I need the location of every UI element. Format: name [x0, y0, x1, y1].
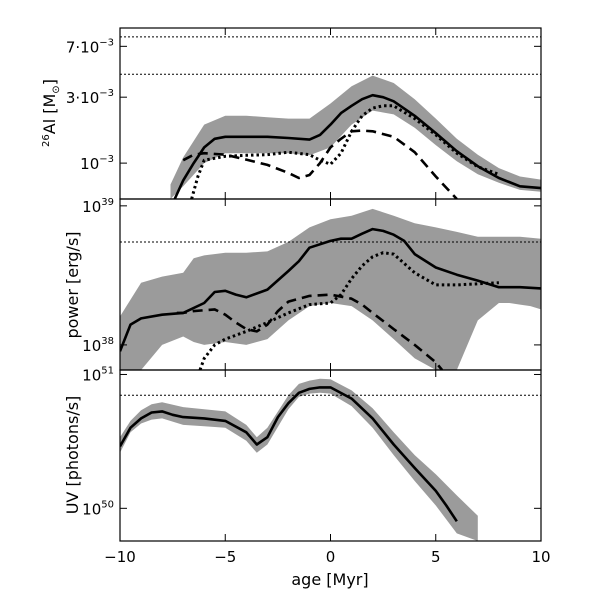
al26-ylabel: 26Al [M⊙]	[40, 79, 62, 147]
x-tick-label-1: −5	[214, 548, 236, 566]
al26-ylabel-close: ]	[40, 79, 59, 85]
uv-ytick-label-0: 1050	[82, 499, 114, 518]
power-solid-line	[120, 227, 541, 352]
x-axis-label: age [Myr]	[291, 570, 368, 589]
x-tick-layer: −10 −5 0 5 10	[104, 28, 551, 566]
power-tick-layer: 1038 1039	[82, 197, 541, 355]
power-series-layer	[120, 227, 541, 370]
x-tick-label-3: 5	[431, 548, 441, 566]
al26-hline-layer	[120, 36, 541, 75]
panel-al26: 10−3 3·10−3 7·10−3 26Al [M⊙]	[40, 27, 542, 200]
uv-ytick-label-1: 1051	[82, 365, 114, 384]
uv-tick-layer: 1050 1051	[82, 365, 541, 518]
panel-power: 1038 1039 power [erg/s]	[63, 197, 542, 371]
power-ylabel: power [erg/s]	[63, 231, 82, 338]
al26-ytick-label-0: 10−3	[80, 154, 114, 173]
al26-ylabel-sub: ⊙	[51, 85, 62, 93]
power-dashed-line	[176, 293, 444, 370]
uv-series-layer	[120, 386, 458, 523]
al26-dashed-line	[182, 129, 458, 199]
power-band-layer	[120, 208, 541, 370]
al26-ytick-label-1: 3·10−3	[66, 88, 114, 107]
power-ytick-label-0: 1038	[82, 336, 114, 355]
uv-solid-line	[120, 386, 458, 523]
power-dotted-line	[198, 251, 499, 370]
al26-tick-layer: 10−3 3·10−3 7·10−3	[66, 37, 541, 173]
uv-band-layer	[120, 378, 478, 541]
al26-ylabel-main: Al [M	[40, 94, 59, 135]
uv-ylabel: UV [photons/s]	[63, 396, 82, 515]
x-tick-label-2: 0	[326, 548, 336, 566]
x-tick-label-4: 10	[531, 548, 550, 566]
uv-band	[120, 378, 478, 541]
panel-uv: 1050 1051 UV [photons/s]	[63, 365, 542, 542]
power-ytick-label-1: 1039	[82, 197, 114, 216]
al26-ytick-label-2: 7·10−3	[66, 37, 114, 56]
al26-series-layer	[173, 93, 541, 199]
x-tick-label-0: −10	[104, 548, 136, 566]
al26-solid-line	[173, 93, 541, 199]
al26-ylabel-sup: 26	[41, 134, 52, 147]
power-band	[120, 208, 541, 370]
